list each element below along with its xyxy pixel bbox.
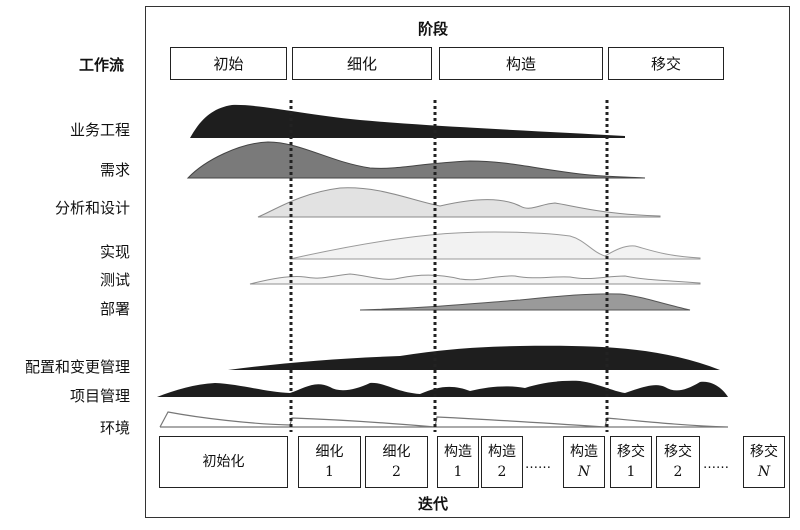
iteration-number: 2	[673, 464, 683, 480]
ellipsis-transition: ……	[703, 457, 729, 472]
curve-deployment	[359, 293, 691, 311]
iteration-number: 2	[392, 464, 401, 480]
iteration-name: 移交	[750, 444, 778, 460]
iteration-number: 1	[453, 464, 463, 480]
iteration-name: 移交	[664, 444, 692, 460]
phase-header: 阶段	[418, 20, 449, 38]
iteration-transition-n: 移交 N	[743, 436, 785, 488]
iteration-construction-1: 构造 1	[437, 436, 479, 488]
phase-elaboration: 细化	[292, 47, 432, 80]
workflow-project-management: 项目管理	[69, 387, 130, 405]
iteration-header: 迭代	[418, 495, 449, 513]
workflow-business-modeling: 业务工程	[69, 121, 130, 139]
curve-config-change	[228, 345, 720, 370]
iteration-elaboration-1: 细化 1	[298, 436, 361, 488]
curve-environment	[159, 411, 729, 428]
iteration-name: 构造	[444, 444, 472, 460]
iteration-name: 构造	[570, 444, 598, 460]
iteration-number: 1	[325, 464, 334, 480]
workflow-environment: 环境	[99, 419, 130, 437]
iteration-elaboration-2: 细化 2	[365, 436, 428, 488]
curve-project-management	[157, 380, 728, 397]
iteration-initial: 初始化	[159, 436, 288, 488]
curve-implementation	[289, 231, 701, 260]
iteration-name: 移交	[617, 444, 645, 460]
phase-inception: 初始	[170, 47, 287, 80]
workflow-test: 测试	[99, 271, 130, 289]
iteration-number: 2	[497, 464, 507, 480]
workflow-header: 工作流	[79, 56, 125, 74]
phase-transition: 移交	[608, 47, 724, 80]
phase-label: 移交	[650, 55, 681, 73]
curve-analysis-design	[257, 187, 661, 218]
iteration-name: 细化	[382, 444, 411, 460]
ellipsis-construction: ……	[525, 457, 551, 472]
iteration-name: 细化	[315, 444, 344, 460]
workflow-config-change: 配置和变更管理	[24, 358, 130, 376]
iteration-transition-1: 移交 1	[610, 436, 652, 488]
workflow-analysis-design: 分析和设计	[54, 199, 130, 217]
curve-business-modeling	[190, 104, 625, 138]
iteration-number: 1	[626, 464, 636, 480]
diagram-frame	[145, 6, 790, 518]
workflow-implementation: 实现	[99, 243, 130, 261]
iteration-number: N	[577, 464, 591, 480]
iteration-name: 初始化	[202, 454, 245, 470]
iteration-number: N	[757, 464, 771, 480]
workflow-deployment: 部署	[99, 300, 130, 318]
phase-label: 细化	[346, 55, 377, 73]
iteration-name: 构造	[488, 444, 516, 460]
phase-label: 初始	[213, 55, 244, 73]
iteration-construction-n: 构造 N	[563, 436, 605, 488]
iteration-construction-2: 构造 2	[481, 436, 523, 488]
phase-construction: 构造	[439, 47, 603, 80]
curve-requirements	[186, 141, 646, 179]
phase-label: 构造	[505, 55, 536, 73]
workflow-requirements: 需求	[99, 161, 130, 179]
iteration-transition-2: 移交 2	[656, 436, 700, 488]
curve-test	[249, 273, 701, 285]
